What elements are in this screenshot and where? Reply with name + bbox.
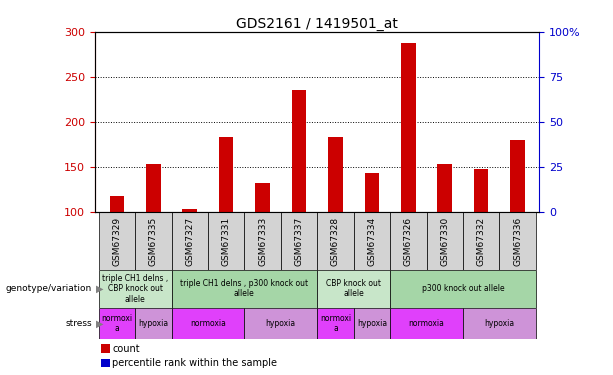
Bar: [110, 196, 124, 212]
Bar: [146, 164, 161, 212]
Text: count: count: [112, 344, 140, 354]
Bar: [427, 212, 463, 270]
Text: genotype/variation: genotype/variation: [6, 284, 92, 293]
Bar: [99, 270, 172, 308]
Bar: [365, 173, 379, 212]
Bar: [390, 270, 536, 308]
Bar: [219, 137, 234, 212]
Bar: [390, 212, 427, 270]
Text: normoxi
a: normoxi a: [320, 314, 351, 333]
Bar: [354, 308, 390, 339]
Text: GSM67336: GSM67336: [513, 216, 522, 266]
Text: GSM67331: GSM67331: [222, 216, 230, 266]
Bar: [354, 212, 390, 270]
Bar: [208, 212, 245, 270]
Bar: [438, 164, 452, 212]
Bar: [281, 212, 318, 270]
Text: GSM67337: GSM67337: [294, 216, 303, 266]
Bar: [135, 308, 172, 339]
Text: percentile rank within the sample: percentile rank within the sample: [112, 358, 277, 368]
Bar: [172, 270, 318, 308]
Bar: [390, 308, 463, 339]
Bar: [463, 212, 500, 270]
Text: GSM67330: GSM67330: [440, 216, 449, 266]
Text: normoxia: normoxia: [409, 319, 444, 328]
Text: CBP knock out
allele: CBP knock out allele: [326, 279, 381, 298]
Text: hypoxia: hypoxia: [139, 319, 169, 328]
Bar: [183, 209, 197, 212]
Bar: [318, 308, 354, 339]
Text: hypoxia: hypoxia: [484, 319, 514, 328]
Text: normoxia: normoxia: [190, 319, 226, 328]
Bar: [245, 212, 281, 270]
Text: stress: stress: [66, 319, 92, 328]
Text: hypoxia: hypoxia: [357, 319, 387, 328]
Text: GSM67326: GSM67326: [404, 216, 413, 266]
Text: p300 knock out allele: p300 knock out allele: [422, 284, 504, 293]
Text: GSM67332: GSM67332: [477, 216, 485, 266]
Bar: [401, 43, 416, 212]
Bar: [292, 90, 306, 212]
Text: ▶: ▶: [96, 284, 104, 294]
Bar: [99, 308, 135, 339]
Bar: [245, 308, 318, 339]
Bar: [318, 212, 354, 270]
Text: triple CH1 delns , p300 knock out
allele: triple CH1 delns , p300 knock out allele: [180, 279, 308, 298]
Bar: [463, 308, 536, 339]
Text: triple CH1 delns ,
CBP knock out
allele: triple CH1 delns , CBP knock out allele: [102, 274, 168, 304]
Bar: [172, 308, 245, 339]
Text: GSM67335: GSM67335: [149, 216, 158, 266]
Bar: [172, 212, 208, 270]
Bar: [255, 183, 270, 212]
Bar: [510, 140, 525, 212]
Title: GDS2161 / 1419501_at: GDS2161 / 1419501_at: [236, 17, 398, 31]
Bar: [135, 212, 172, 270]
Bar: [500, 212, 536, 270]
Bar: [318, 270, 390, 308]
Text: GSM67333: GSM67333: [258, 216, 267, 266]
Text: GSM67334: GSM67334: [367, 216, 376, 266]
Text: GSM67328: GSM67328: [331, 216, 340, 266]
Text: ▶: ▶: [96, 318, 104, 328]
Bar: [474, 169, 489, 212]
Text: GSM67329: GSM67329: [112, 216, 121, 266]
Bar: [328, 137, 343, 212]
Text: normoxi
a: normoxi a: [101, 314, 132, 333]
Text: hypoxia: hypoxia: [266, 319, 296, 328]
Bar: [99, 212, 135, 270]
Text: GSM67327: GSM67327: [185, 216, 194, 266]
